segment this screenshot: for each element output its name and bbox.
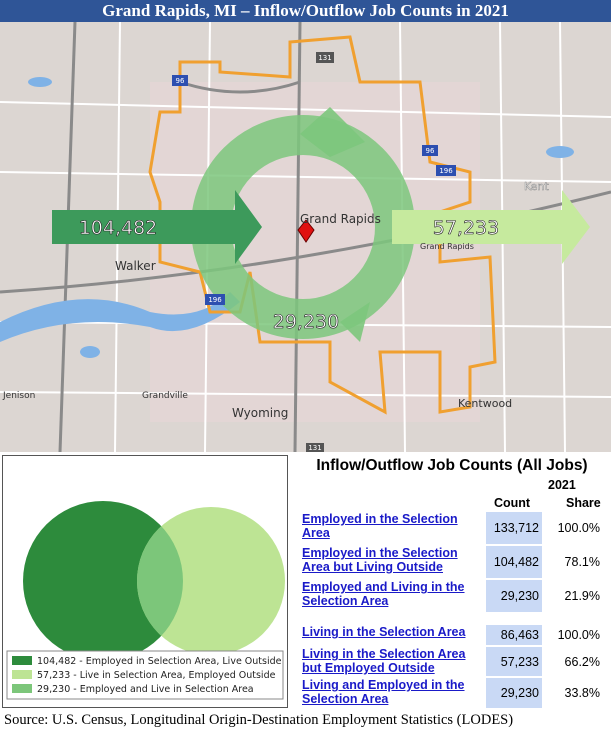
title: Grand Rapids, MI – Inflow/Outflow Job Co… (0, 0, 611, 22)
legend-label: 104,482 - Employed in Selection Area, Li… (37, 656, 282, 667)
location-marker (297, 219, 315, 243)
row-link[interactable]: Employed in the Selection Area but Livin… (302, 546, 458, 574)
row-link[interactable]: Living and Employed in the Selection Are… (302, 678, 465, 706)
place-label: Kentwood (458, 397, 512, 410)
count-cell: 29,230 (486, 678, 542, 708)
count-cell: 86,463 (486, 625, 542, 645)
share-cell: 33.8% (564, 686, 600, 700)
table-title: Inflow/Outflow Job Counts (All Jobs) (316, 457, 588, 474)
legend-swatch (12, 656, 32, 665)
legend-swatch (12, 670, 32, 679)
selection-area-outline (148, 35, 497, 415)
venn-diagram: 104,482 - Employed in Selection Area, Li… (6, 501, 285, 700)
row-link[interactable]: Living in the Selection Area but Employe… (302, 647, 466, 675)
interior-label: 29,230 (273, 311, 339, 333)
place-label: Jenison (2, 391, 35, 401)
share-cell: 100.0% (557, 628, 600, 642)
count-cell: 29,230 (486, 580, 542, 612)
ring-arrowhead (340, 302, 370, 342)
map: 104,482 57,233 29,230 Grand Rapids Walke… (0, 22, 611, 452)
column-header: Share (566, 496, 601, 510)
place-label: Kent (524, 180, 549, 193)
legend-label: 29,230 - Employed and Live in Selection … (37, 684, 254, 695)
outflow-label: 57,233 (433, 217, 499, 239)
place-label: Grand Rapids (420, 242, 474, 251)
row-link[interactable]: Employed in the Selection Area (302, 512, 458, 540)
count-cell: 57,233 (486, 647, 542, 676)
share-cell: 100.0% (557, 521, 600, 535)
venn-employed-circle (23, 501, 183, 661)
row-link[interactable]: Employed and Living in the Selection Are… (302, 580, 465, 608)
count-cell: 133,712 (486, 512, 542, 544)
shield-label: 131 (308, 444, 321, 452)
outflow-arrow (392, 190, 590, 264)
shield-label: 96 (176, 77, 185, 85)
shield-label: 196 (439, 167, 453, 175)
table-year: 2021 (548, 478, 576, 492)
shield-label: 96 (426, 147, 435, 155)
venn-panel: 104,482 - Employed in Selection Area, Li… (2, 455, 288, 708)
source-note: Source: U.S. Census, Longitudinal Origin… (4, 712, 514, 728)
shield-label: 131 (318, 54, 331, 62)
place-label: Walker (115, 259, 156, 273)
inflow-arrow (52, 190, 262, 264)
legend-label: 57,233 - Live in Selection Area, Employe… (37, 670, 276, 681)
venn-living-circle (137, 507, 285, 655)
legend-swatch (12, 684, 32, 693)
inflow-label: 104,482 (79, 217, 158, 239)
place-label: Wyoming (232, 406, 288, 420)
share-cell: 78.1% (564, 555, 600, 569)
place-label: Grand Rapids (300, 212, 381, 226)
column-header: Count (494, 496, 531, 510)
shield-label: 196 (208, 296, 222, 304)
share-cell: 21.9% (564, 589, 600, 603)
row-link[interactable]: Living in the Selection Area (302, 625, 466, 639)
count-cell: 104,482 (486, 546, 542, 578)
place-label: Grandville (142, 391, 188, 401)
share-cell: 66.2% (564, 654, 600, 669)
ring-arrowhead (300, 107, 365, 157)
venn-legend (6, 650, 284, 700)
